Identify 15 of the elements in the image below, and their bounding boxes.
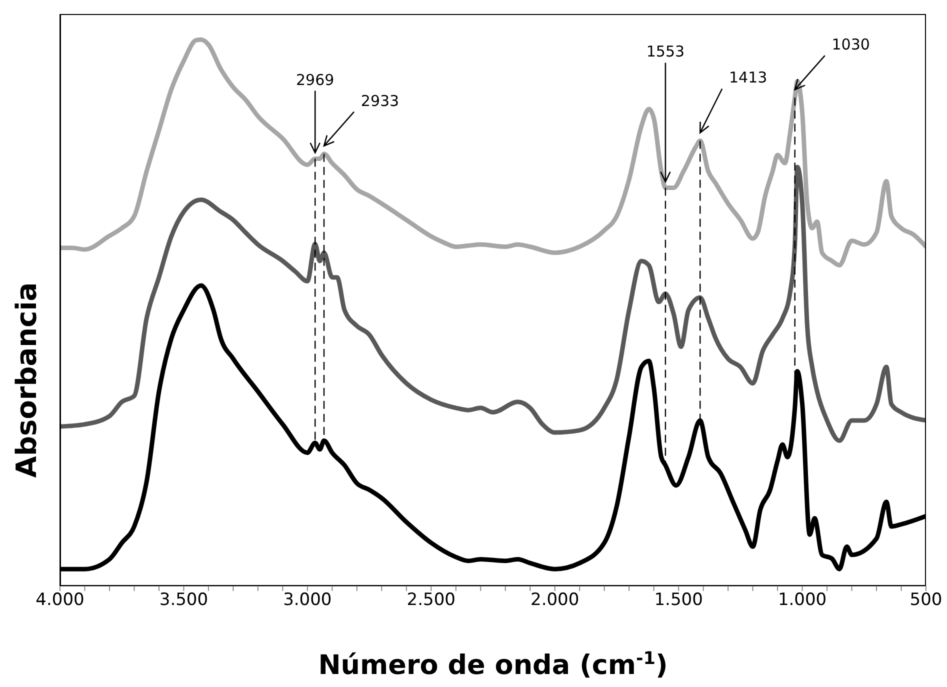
- x-tick-label: 3.000: [283, 590, 332, 610]
- x-tick-label: 1.000: [778, 590, 827, 610]
- annotation: 2969: [296, 70, 334, 89]
- annotation: 1413: [729, 68, 768, 87]
- y-axis-title: Absorbancia: [10, 282, 42, 478]
- annotation: 2933: [360, 92, 400, 110]
- x-tick-label: 4.000: [36, 590, 84, 610]
- x-tick-label: 2.000: [530, 590, 580, 610]
- x-tick-label: 2.500: [406, 590, 456, 610]
- x-tick-label: 3.500: [159, 590, 208, 610]
- x-tick-label: 1.500: [654, 590, 703, 610]
- annotation: 1030: [832, 36, 870, 54]
- annotation: 1553: [646, 42, 685, 61]
- x-tick-label: 500: [910, 590, 942, 610]
- x-axis-title: Número de onda (cm$^{-1}$): [318, 649, 668, 681]
